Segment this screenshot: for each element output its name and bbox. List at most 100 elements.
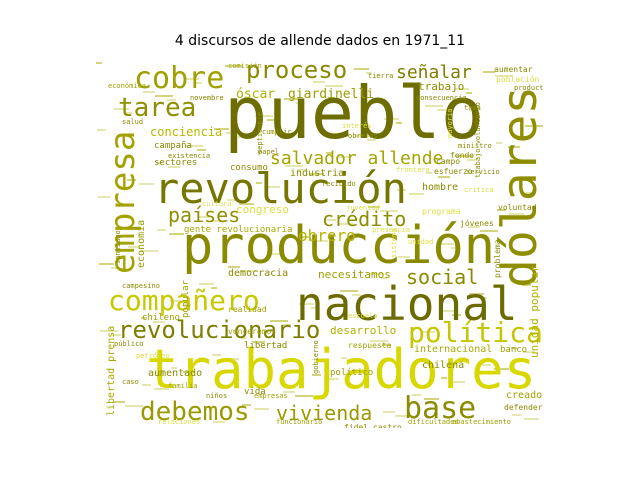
filler-mark — [214, 128, 229, 130]
cloud-word: vivienda — [276, 401, 372, 425]
cloud-word: fondo — [450, 151, 474, 160]
cloud-word: libertad — [244, 341, 287, 351]
cloud-word: recibido — [322, 180, 356, 188]
cloud-word: vida — [244, 387, 266, 397]
filler-mark — [255, 115, 273, 117]
filler-mark — [299, 303, 314, 305]
filler-mark — [113, 401, 125, 403]
filler-mark — [438, 176, 450, 178]
cloud-word: abastecimiento — [452, 418, 511, 426]
filler-mark — [523, 351, 535, 353]
filler-mark — [411, 327, 417, 329]
filler-mark — [525, 125, 543, 127]
filler-mark — [451, 247, 457, 249]
filler-mark — [355, 135, 373, 137]
cloud-word: santiago — [114, 230, 122, 264]
filler-mark — [225, 65, 243, 67]
filler-mark — [157, 229, 166, 231]
filler-mark — [496, 142, 502, 144]
cloud-word: óscar — [236, 87, 275, 102]
cloud-word: respuesta — [348, 341, 392, 350]
filler-mark — [481, 297, 487, 299]
cloud-word: salvador allende — [270, 148, 443, 169]
cloud-word: empresas — [254, 392, 288, 400]
filler-mark — [310, 240, 328, 242]
filler-mark — [324, 378, 339, 380]
filler-mark — [312, 374, 321, 376]
cloud-word: servicio — [466, 168, 500, 176]
word-cloud: pueblo producción trabajadores revolución na… — [96, 58, 544, 428]
filler-mark — [454, 88, 469, 90]
cloud-word: pueblo — [224, 71, 484, 155]
cloud-word: crítica — [464, 186, 494, 194]
filler-mark — [326, 152, 332, 154]
cloud-word: producto — [514, 84, 544, 92]
filler-mark — [480, 230, 498, 232]
cloud-word: libertad prensa — [106, 326, 117, 416]
filler-mark — [352, 294, 361, 296]
filler-mark — [467, 159, 476, 161]
filler-mark — [370, 340, 388, 342]
filler-mark — [240, 270, 258, 272]
cloud-word: empresa — [103, 131, 143, 274]
cloud-word: cultura — [202, 200, 232, 208]
filler-mark — [142, 384, 151, 386]
filler-mark — [353, 361, 365, 363]
cloud-word: chilena — [422, 360, 464, 371]
filler-mark — [281, 257, 287, 259]
cloud-word: social — [406, 265, 478, 289]
filler-mark — [143, 91, 155, 93]
filler-mark — [494, 368, 509, 370]
cloud-word: trabajo voluntario — [474, 102, 482, 178]
cloud-word: voluntad — [498, 203, 537, 212]
filler-mark — [141, 317, 147, 319]
filler-mark — [99, 263, 114, 265]
cloud-word: problema — [493, 239, 502, 278]
filler-mark — [297, 169, 306, 171]
cloud-word: petróleo — [136, 352, 170, 360]
filler-mark — [309, 173, 324, 175]
cloud-word: compañero — [108, 284, 260, 317]
cloud-word: sistema — [390, 228, 398, 258]
filler-mark — [338, 156, 350, 158]
filler-mark — [114, 108, 129, 110]
cloud-word: proceso — [246, 58, 347, 84]
filler-mark — [254, 408, 269, 410]
cloud-word: relaciones — [158, 418, 200, 426]
filler-mark — [213, 421, 225, 423]
filler-mark — [182, 304, 191, 306]
filler-mark — [269, 253, 284, 255]
cloud-word: tarea — [118, 93, 196, 123]
cloud-word: cumplir — [262, 128, 292, 136]
filler-mark — [112, 334, 121, 336]
filler-mark — [270, 320, 288, 322]
filler-mark — [100, 330, 118, 332]
filler-mark — [185, 145, 203, 147]
cloud-word: congreso — [236, 203, 289, 216]
filler-mark — [354, 68, 369, 70]
filler-mark — [126, 112, 132, 114]
filler-mark — [453, 381, 465, 383]
cloud-word: papel — [258, 148, 279, 156]
cloud-word: consumo — [230, 163, 268, 173]
filler-mark — [327, 219, 336, 221]
filler-mark — [226, 132, 232, 134]
cloud-word: escuela — [348, 312, 378, 320]
filler-mark — [199, 283, 214, 285]
cloud-word: aumentar — [494, 65, 533, 74]
filler-mark — [468, 226, 480, 228]
cloud-word: población — [496, 74, 540, 84]
filler-mark — [497, 209, 506, 211]
cloud-word: base — [404, 391, 476, 426]
cloud-word: juventud — [346, 204, 380, 212]
filler-mark — [283, 391, 295, 393]
filler-mark — [395, 415, 413, 417]
cloud-word: países — [168, 203, 240, 227]
filler-mark — [423, 331, 435, 333]
cloud-word: unidad — [408, 238, 433, 246]
cloud-word: revolución — [154, 164, 407, 213]
cloud-word: tierra — [368, 72, 393, 80]
filler-mark — [512, 414, 521, 416]
filler-mark — [198, 216, 210, 218]
filler-mark — [495, 75, 513, 77]
